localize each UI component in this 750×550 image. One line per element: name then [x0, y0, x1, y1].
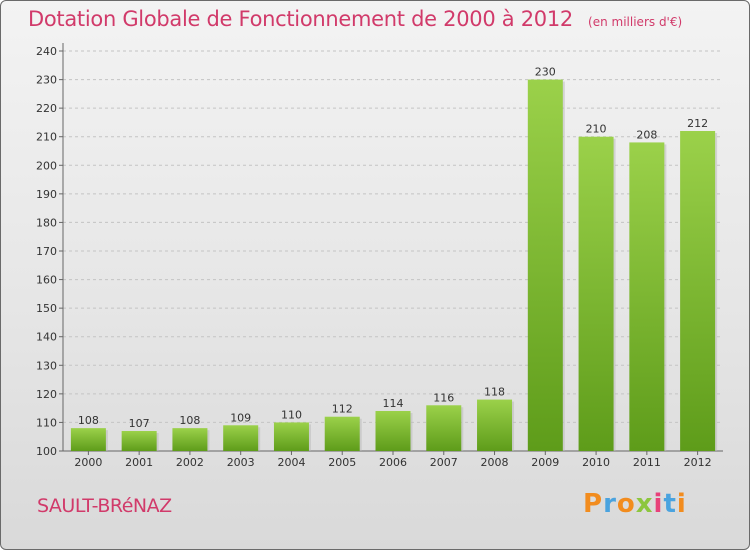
data-label: 108: [78, 414, 99, 427]
commune-name: SAULT-BRéNAZ: [37, 495, 172, 517]
y-tick-label: 150: [36, 302, 57, 315]
x-tick-label: 2009: [531, 456, 559, 469]
x-tick-label: 2011: [633, 456, 661, 469]
data-label: 109: [230, 411, 251, 424]
data-label: 212: [687, 117, 708, 130]
bar: [578, 136, 614, 451]
bar: [629, 142, 665, 451]
y-tick-label: 130: [36, 359, 57, 372]
bar: [70, 428, 106, 451]
bar: [375, 411, 411, 451]
x-tick-label: 2002: [176, 456, 204, 469]
y-tick-label: 190: [36, 188, 57, 201]
x-tick-label: 2007: [430, 456, 458, 469]
x-tick-label: 2003: [227, 456, 255, 469]
y-tick-label: 100: [36, 445, 57, 458]
y-tick-label: 230: [36, 74, 57, 87]
y-tick-label: 170: [36, 245, 57, 258]
chart-title: Dotation Globale de Fonctionnement de 20…: [28, 7, 573, 31]
x-tick-label: 2008: [481, 456, 509, 469]
axes: 100 110 120 130 140 150 160 170 180 190 200 210 220 2…: [36, 43, 723, 469]
bar: [223, 425, 259, 451]
x-tick-label: 2000: [74, 456, 102, 469]
logo-letter: o: [616, 489, 636, 519]
bar: [680, 131, 716, 451]
bar: [121, 431, 157, 451]
data-label: 230: [535, 66, 556, 79]
logo-letter: r: [603, 489, 617, 519]
bars: [70, 79, 718, 452]
logo-letter: t: [663, 489, 677, 519]
y-tick-label: 210: [36, 131, 57, 144]
data-label: 210: [586, 123, 607, 136]
data-label: 108: [179, 414, 200, 427]
y-tick-label: 180: [36, 216, 57, 229]
bar: [426, 405, 462, 451]
chart-subtitle: (en milliers d'€): [588, 15, 683, 29]
data-label: 107: [129, 417, 150, 430]
logo-letter: i: [653, 489, 664, 519]
x-tick-label: 2005: [328, 456, 356, 469]
x-tick-label: 2006: [379, 456, 407, 469]
x-tick-label: 2010: [582, 456, 610, 469]
y-tick-label: 220: [36, 102, 57, 115]
data-label: 112: [332, 403, 353, 416]
y-tick-label: 160: [36, 274, 57, 287]
data-label: 114: [383, 397, 404, 410]
bar: [324, 416, 360, 451]
bar: [477, 399, 513, 451]
data-label: 208: [636, 128, 657, 141]
title-row: Dotation Globale de Fonctionnement de 20…: [28, 7, 682, 31]
data-label: 118: [484, 386, 505, 399]
y-tick-label: 110: [36, 416, 57, 429]
x-tick-label: 2012: [684, 456, 712, 469]
bar: [273, 422, 309, 451]
x-tick-label: 2004: [277, 456, 305, 469]
y-tick-label: 140: [36, 331, 57, 344]
logo-letter: x: [635, 489, 654, 519]
data-labels: 108 107 108 109 110 112 114 116 118 230 210 208 212: [78, 66, 708, 430]
proxiti-logo: Proxiti: [583, 489, 687, 519]
y-tick-label: 120: [36, 388, 57, 401]
y-tick-label: 200: [36, 159, 57, 172]
y-tick-label: 240: [36, 45, 57, 58]
grid-lines: [63, 50, 723, 452]
logo-letter: P: [583, 489, 604, 519]
data-label: 116: [433, 391, 454, 404]
logo-letter: i: [676, 489, 687, 519]
data-label: 110: [281, 408, 302, 421]
bar: [527, 79, 563, 452]
bar: [172, 428, 208, 451]
x-tick-label: 2001: [125, 456, 153, 469]
